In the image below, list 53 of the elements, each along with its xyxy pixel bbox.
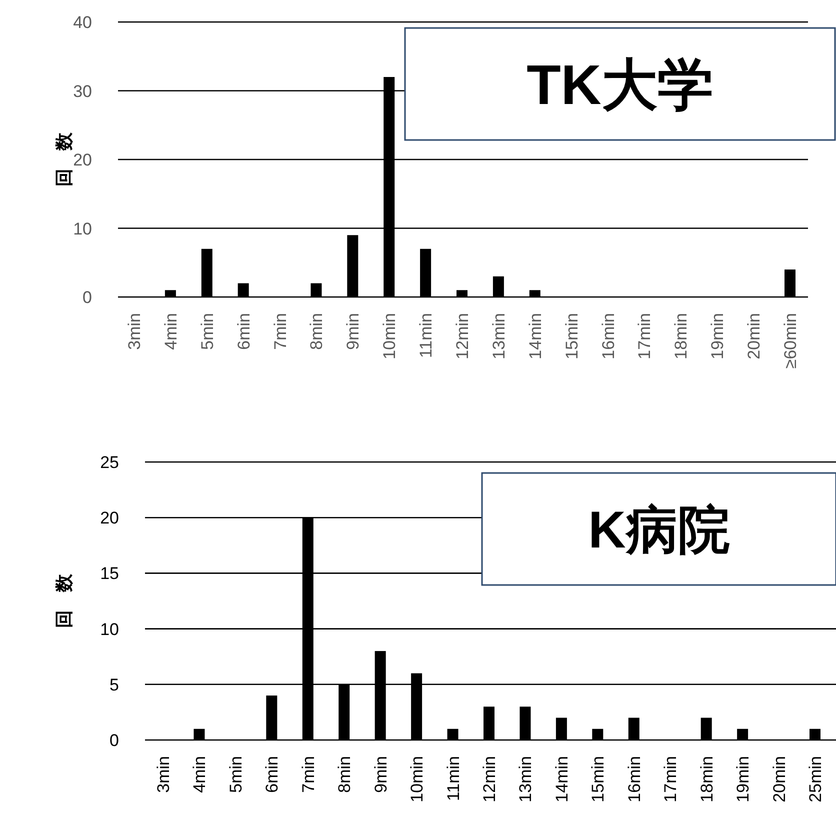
- y-axis-title: 回 数: [54, 132, 74, 186]
- x-tick-label: 7min: [270, 313, 290, 350]
- x-tick-label: 10min: [380, 313, 400, 360]
- text: TK大学: [526, 53, 714, 116]
- x-tick-label: 4min: [161, 313, 180, 350]
- x-tick-label: 19min: [708, 313, 728, 360]
- x-tick-label: 11min: [416, 313, 436, 358]
- y-tick-label: 30: [73, 82, 92, 101]
- x-tick-label: 11min: [444, 756, 463, 802]
- x-tick-label: 8min: [307, 313, 326, 350]
- y-tick-label: 0: [110, 731, 119, 750]
- x-tick-label: 4min: [190, 756, 210, 793]
- x-tick-label: 13min: [516, 756, 536, 802]
- x-tick-label: 6min: [262, 756, 282, 793]
- x-tick-label: 14min: [526, 313, 545, 360]
- x-tick-label: 20min: [744, 313, 764, 360]
- x-tick-label: 15min: [588, 756, 608, 802]
- x-tick-label: 3min: [125, 313, 144, 350]
- y-tick-label: 15: [100, 564, 119, 584]
- x-tick-label: 5min: [198, 313, 217, 350]
- x-tick-label: 25min: [806, 756, 825, 802]
- x-tick-label: 18min: [672, 313, 691, 360]
- x-tick-label: 10min: [408, 756, 427, 802]
- x-tick-label: 12min: [453, 313, 472, 360]
- x-tick-label: 17min: [661, 756, 680, 802]
- text: K病院: [588, 502, 730, 560]
- x-tick-label: 8min: [335, 756, 354, 793]
- x-tick-label: 5min: [226, 756, 246, 793]
- y-tick-label: 20: [100, 508, 119, 528]
- x-tick-label: 7min: [298, 756, 318, 793]
- x-tick-label: 16min: [624, 756, 644, 802]
- x-tick-label: 9min: [344, 313, 363, 350]
- x-tick-label: ≥60min: [781, 313, 800, 369]
- y-tick-label: 10: [100, 620, 119, 639]
- x-tick-label: 12min: [480, 756, 499, 802]
- x-tick-label: 14min: [552, 756, 572, 802]
- y-tick-label: 20: [73, 150, 92, 170]
- x-tick-label: 15min: [562, 313, 582, 360]
- x-tick-label: 17min: [635, 313, 654, 360]
- x-tick-label: 16min: [598, 313, 618, 360]
- x-tick-label: 20min: [770, 756, 789, 802]
- y-tick-label: 25: [100, 453, 119, 472]
- y-tick-label: 5: [110, 675, 119, 694]
- y-tick-label: 10: [73, 219, 92, 238]
- y-axis-title: 回 数: [54, 573, 74, 628]
- x-tick-label: 6min: [234, 313, 254, 350]
- y-tick-label: 40: [73, 13, 92, 32]
- x-tick-label: 9min: [371, 756, 390, 793]
- x-tick-label: 19min: [734, 756, 753, 802]
- x-tick-label: 13min: [489, 313, 508, 360]
- y-tick-label: 0: [82, 288, 92, 307]
- x-tick-label: 18min: [697, 756, 716, 802]
- x-tick-label: 3min: [154, 756, 173, 793]
